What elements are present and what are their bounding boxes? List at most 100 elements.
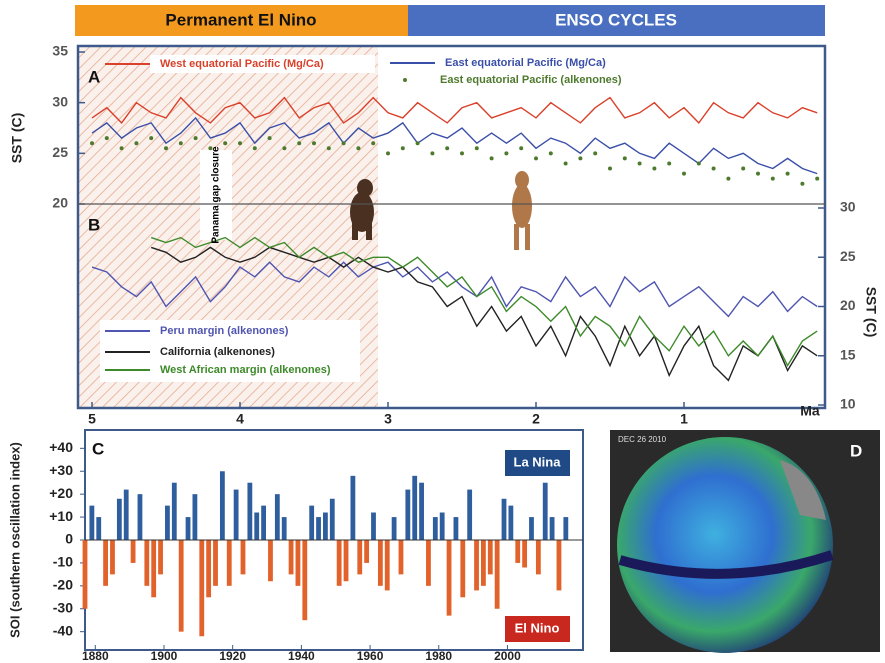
data-point [342,141,346,145]
bar [131,540,136,563]
bar [344,540,349,581]
data-point [416,141,420,145]
x-tick-label: 4 [236,411,244,427]
bar [522,540,527,568]
y-axis-label: SST (C) [9,113,25,164]
data-point [268,136,272,140]
data-point [134,141,138,145]
bar [378,540,383,586]
bar [357,540,362,574]
y2-axis-label: SST (C) [863,287,879,338]
data-point [578,156,582,160]
y-tick-label: -40 [53,622,73,638]
bar [213,540,218,586]
data-point [490,156,494,160]
y2-tick-label: 20 [840,297,856,313]
bar [103,540,108,586]
bar [550,517,555,540]
data-point [282,146,286,150]
panel-label: A [88,67,100,86]
x-tick-label: 1 [680,411,688,427]
data-point [800,182,804,186]
y-tick-label: +20 [49,485,73,501]
bar [371,513,376,541]
data-point [105,136,109,140]
legend-label: California (alkenones) [160,346,275,358]
data-point [623,156,627,160]
bar [419,483,424,540]
data-point [297,141,301,145]
bar [467,490,472,540]
bar [89,506,94,540]
bar [447,540,452,616]
data-point [401,146,405,150]
data-point [519,146,523,150]
bar [337,540,342,586]
bar [220,471,225,540]
globe-image [617,437,833,653]
bar [83,540,88,609]
bar [412,476,417,540]
bar [186,517,191,540]
bar [392,517,397,540]
data-point [120,146,124,150]
bar [364,540,369,563]
y2-tick-label: 25 [840,248,856,264]
bar [241,540,246,574]
bar [323,513,328,541]
bar [124,490,129,540]
y2-tick-label: 10 [840,396,856,412]
data-point [179,141,183,145]
x-tick-label: 2000 [494,649,521,663]
panel-label: B [88,215,100,234]
x-tick-label: 1920 [219,649,246,663]
hominin-icon [512,171,532,250]
bar [117,499,122,540]
x-tick-label: 5 [88,411,96,427]
data-point [460,151,464,155]
data-point [194,136,198,140]
y2-tick-label: 15 [840,346,856,362]
bar [227,540,232,586]
bar [330,499,335,540]
x-tick-label: 3 [384,411,392,427]
data-point [475,146,479,150]
data-point [386,151,390,155]
data-point [815,177,819,181]
bar [557,540,562,590]
data-point [549,151,553,155]
bar [302,540,307,620]
bar [110,540,115,574]
data-point [312,141,316,145]
y-tick-label: +10 [49,508,73,524]
x-tick-label: 1960 [357,649,384,663]
bar [261,506,266,540]
bar [268,540,273,581]
bar [151,540,156,597]
x-tick-label: 1900 [151,649,178,663]
bar [199,540,204,636]
y-tick-label: +30 [49,462,73,478]
data-point [608,167,612,171]
y-tick-label: +40 [49,439,73,455]
bar [247,483,252,540]
bar [206,540,211,597]
data-point [771,177,775,181]
data-point [756,172,760,176]
bar [502,499,507,540]
data-point [697,161,701,165]
legend-label: West equatorial Pacific (Mg/Ca) [160,58,324,70]
bar [172,483,177,540]
bar [192,494,197,540]
x-tick-label: 2 [532,411,540,427]
bar [282,517,287,540]
bar [385,540,390,590]
y-tick-label: -10 [53,554,73,570]
y-axis-label: SOI (southern oscillation index) [7,442,22,638]
bar [508,506,513,540]
data-point [682,172,686,176]
data-point [638,161,642,165]
bar [179,540,184,632]
x-tick-label: 1940 [288,649,315,663]
annotation: Panama gap closure [211,146,222,244]
